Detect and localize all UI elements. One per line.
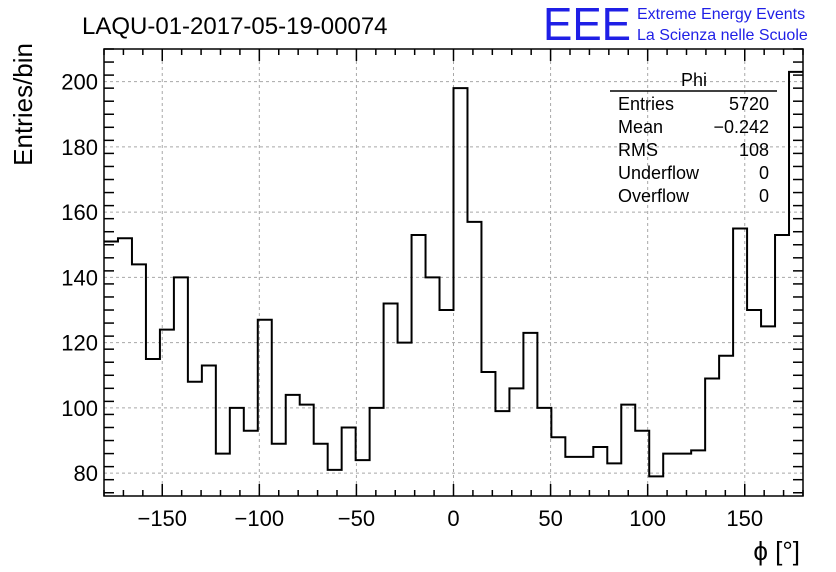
logo-line-2: La Scienza nelle Scuole xyxy=(637,27,808,44)
x-tick-label: 100 xyxy=(629,506,666,531)
y-tick-label: 180 xyxy=(61,135,98,160)
stats-row-value: 0 xyxy=(759,163,769,183)
x-tick-label: −50 xyxy=(338,506,375,531)
y-tick-label: 200 xyxy=(61,70,98,95)
x-axis-ticks: −150 −100 −50 0 50 100 150 xyxy=(103,49,804,531)
stats-row-value: −0.242 xyxy=(713,117,769,137)
x-tick-label: 150 xyxy=(726,506,763,531)
stats-rows: Entries 5720 Mean −0.242 RMS 108 Underflow 0 Ove… xyxy=(618,94,769,206)
logo-line-1: Extreme Energy Events xyxy=(637,6,805,23)
y-tick-label: 100 xyxy=(61,396,98,421)
stats-row-label: Overflow xyxy=(618,186,690,206)
stats-row-value: 108 xyxy=(739,140,769,160)
y-axis-label: Entries/bin xyxy=(8,43,38,166)
stats-row-label: RMS xyxy=(618,140,658,160)
x-tick-label: 0 xyxy=(447,506,459,531)
stats-box: Phi Entries 5720 Mean −0.242 RMS 108 Underflow… xyxy=(610,70,777,206)
x-tick-label: −150 xyxy=(137,506,187,531)
histogram-outline xyxy=(104,70,803,478)
stats-title: Phi xyxy=(681,70,707,90)
y-tick-label: 140 xyxy=(61,265,98,290)
chart-title: LAQU-01-2017-05-19-00074 xyxy=(82,13,388,40)
y-axis-ticks: 80 100 120 140 160 180 200 xyxy=(61,48,803,494)
eee-logo-mark: EEE xyxy=(543,0,631,50)
stats-row-label: Entries xyxy=(618,94,674,114)
x-tick-label: −100 xyxy=(235,506,285,531)
x-axis-label: ϕ [°] xyxy=(753,536,800,566)
stats-row-label: Mean xyxy=(618,117,663,137)
eee-logo: EEE Extreme Energy Events La Scienza nel… xyxy=(543,0,808,50)
stats-row-value: 5720 xyxy=(729,94,769,114)
y-tick-label: 120 xyxy=(61,331,98,356)
x-tick-label: 50 xyxy=(538,506,562,531)
stats-row-value: 0 xyxy=(759,186,769,206)
y-tick-label: 160 xyxy=(61,200,98,225)
y-tick-label: 80 xyxy=(74,461,98,486)
stats-row-label: Underflow xyxy=(618,163,700,183)
